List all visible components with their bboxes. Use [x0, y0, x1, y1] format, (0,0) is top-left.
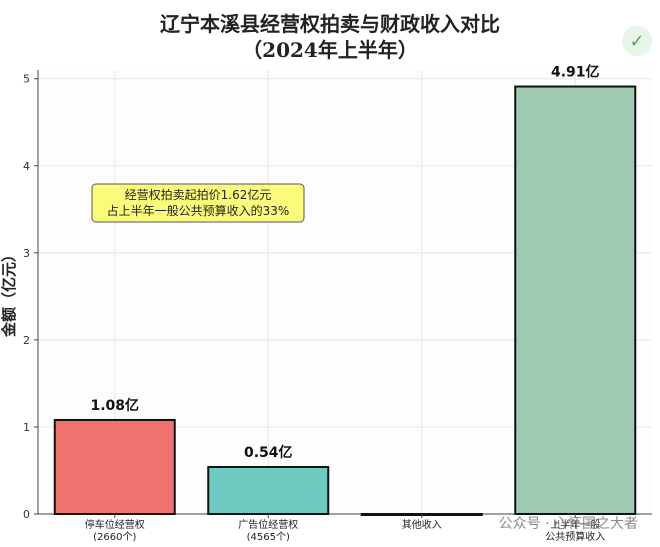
x-tick-label: 广告位经营权(4565个) — [238, 518, 298, 543]
bar — [514, 85, 637, 516]
y-tick-label: 5 — [23, 73, 30, 86]
chart-title-line1: 辽宁本溪县经营权拍卖与财政收入对比 — [160, 12, 500, 36]
y-tick-label: 1 — [23, 421, 30, 434]
y-tick-label: 3 — [23, 247, 30, 260]
y-axis-label: 金额（亿元） — [0, 247, 18, 338]
y-tick-label: 4 — [23, 160, 30, 173]
bar — [207, 465, 330, 515]
bar-value-label: 1.08亿 — [90, 397, 139, 414]
x-tick-label: 其他收入 — [402, 518, 442, 531]
watermark-text: 公众号 · 心怀国之大者 — [498, 516, 638, 532]
x-tick-label: 停车位经营权(2660个) — [85, 518, 145, 543]
y-tick-label: 0 — [23, 508, 30, 521]
chart-title-line2: （2024年上半年） — [242, 38, 418, 62]
bar-value-label: 0.54亿 — [244, 444, 293, 461]
bar — [53, 418, 176, 515]
bar-value-label: 4.91亿 — [551, 64, 600, 81]
annotation-line1: 经营权拍卖起拍价1.62亿元 — [125, 187, 272, 202]
annotation-box — [91, 183, 305, 223]
check-logo-icon: ✓ — [622, 26, 652, 56]
x-tick-label: 上半年一般公共预算收入 — [545, 518, 605, 543]
annotation-line2: 占上半年一般公共预算收入的33% — [107, 203, 290, 218]
y-tick-label: 2 — [23, 334, 30, 347]
